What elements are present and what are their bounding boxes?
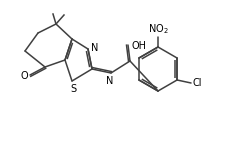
Text: Cl: Cl: [192, 78, 202, 88]
Text: N: N: [91, 43, 98, 53]
Text: NO$_2$: NO$_2$: [148, 22, 168, 36]
Text: N: N: [106, 76, 114, 86]
Text: O: O: [20, 71, 28, 81]
Text: S: S: [70, 84, 76, 94]
Text: OH: OH: [131, 41, 146, 51]
